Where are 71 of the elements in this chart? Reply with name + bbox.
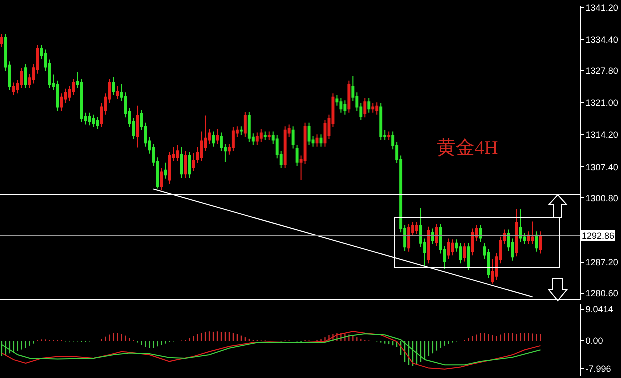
- candlestick: [268, 131, 271, 141]
- candlestick: [116, 86, 120, 100]
- y-tick-label: -7.996: [586, 364, 612, 374]
- candlestick: [372, 103, 375, 114]
- y-tick-label: 1321.00: [586, 98, 618, 108]
- y-tick-label: 1314.20: [586, 130, 618, 140]
- candlestick: [180, 146, 184, 178]
- candlestick: [92, 114, 96, 128]
- candlestick: [96, 116, 100, 130]
- candlestick: [160, 168, 164, 192]
- candlestick: [284, 126, 287, 170]
- candlestick: [340, 98, 343, 114]
- y-tick-label: 1280.60: [586, 288, 618, 298]
- candlestick: [451, 239, 454, 256]
- candlestick: [436, 224, 438, 247]
- candlestick: [531, 221, 534, 245]
- candlestick: [348, 80, 351, 114]
- candlestick: [112, 76, 116, 96]
- candlestick: [428, 226, 430, 264]
- candlestick: [164, 162, 168, 180]
- candlestick: [368, 98, 371, 114]
- candlestick: [168, 152, 172, 185]
- candlestick: [380, 103, 383, 141]
- candlestick: [244, 111, 247, 138]
- candlestick: [416, 222, 418, 235]
- candlestick: [376, 102, 379, 116]
- candlestick: [463, 242, 466, 262]
- candlestick: [192, 152, 196, 172]
- candlestick: [308, 122, 311, 146]
- candlestick: [184, 150, 188, 178]
- candlestick: [432, 228, 434, 245]
- candlestick: [519, 209, 522, 242]
- ref-line-label: 1292.86: [582, 231, 615, 241]
- candlestick: [88, 112, 92, 126]
- candlestick: [248, 111, 251, 143]
- candlestick: [176, 144, 180, 162]
- candlestick: [344, 100, 347, 116]
- y-tick-label: 9.0414: [586, 304, 614, 315]
- candlestick: [256, 132, 259, 146]
- candlestick: [296, 144, 299, 167]
- candlestick: [0, 34, 4, 48]
- candlestick: [388, 131, 391, 141]
- candlestick: [364, 98, 367, 118]
- candlestick: [320, 134, 323, 148]
- candlestick: [240, 126, 243, 136]
- y-tick-label: 1341.20: [586, 3, 618, 14]
- candlestick: [316, 134, 319, 148]
- candlestick: [292, 126, 295, 150]
- candlestick: [467, 242, 470, 271]
- candlestick: [408, 224, 411, 252]
- candlestick: [216, 128, 219, 145]
- candlestick: [136, 105, 140, 148]
- candlestick: [264, 131, 267, 141]
- candlestick: [12, 82, 16, 96]
- y-tick-label: 1327.80: [586, 66, 618, 76]
- candlestick: [459, 242, 462, 264]
- y-tick-label: 1334.40: [586, 35, 618, 46]
- y-tick-label: 1307.40: [586, 162, 618, 172]
- y-tick-label: 1287.20: [586, 257, 618, 268]
- candlestick: [471, 228, 474, 256]
- y-tick-label: 1300.80: [586, 193, 618, 204]
- candlestick: [212, 131, 215, 148]
- candlestick: [260, 128, 263, 143]
- annotation: 黄金4H: [437, 138, 498, 159]
- candlestick: [24, 64, 28, 89]
- candlestick: [188, 152, 192, 178]
- candlestick: [60, 93, 64, 112]
- y-tick-label: 0.00: [586, 336, 604, 346]
- candlestick: [447, 238, 450, 260]
- candlestick: [515, 209, 518, 258]
- candlestick: [232, 127, 235, 152]
